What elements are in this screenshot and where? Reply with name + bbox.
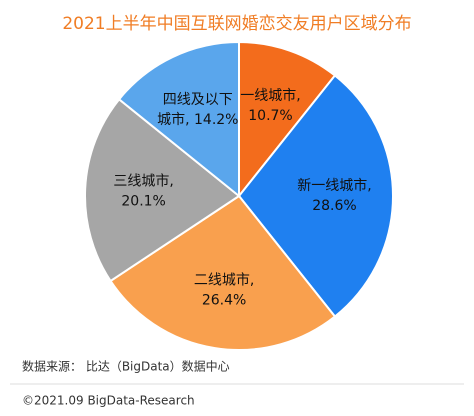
chart-title: 2021上半年中国互联网婚恋交友用户区域分布 [62, 13, 411, 34]
pie-slice [109, 194, 337, 351]
data-label: 城市, 14.2% [157, 111, 238, 128]
source: 数据来源： 比达（BigData）数据中心 [22, 359, 230, 374]
data-label: 26.4% [202, 292, 246, 308]
pie-slice [117, 40, 240, 199]
data-label: 一线城市, [240, 87, 300, 104]
data-label: 新一线城市, [297, 177, 371, 194]
data-label: 二线城市, [194, 271, 254, 288]
data-label: 三线城市, [113, 173, 173, 190]
data-label: 28.6% [312, 198, 356, 214]
data-label: 10.7% [248, 108, 292, 124]
pie-slice [84, 97, 241, 283]
pie-slice [237, 74, 394, 318]
copyright: ©2021.09 BigData-Research [22, 394, 195, 408]
pie-slice [238, 40, 337, 199]
data-label: 四线及以下 [163, 92, 233, 108]
data-label: 20.1% [121, 194, 165, 210]
